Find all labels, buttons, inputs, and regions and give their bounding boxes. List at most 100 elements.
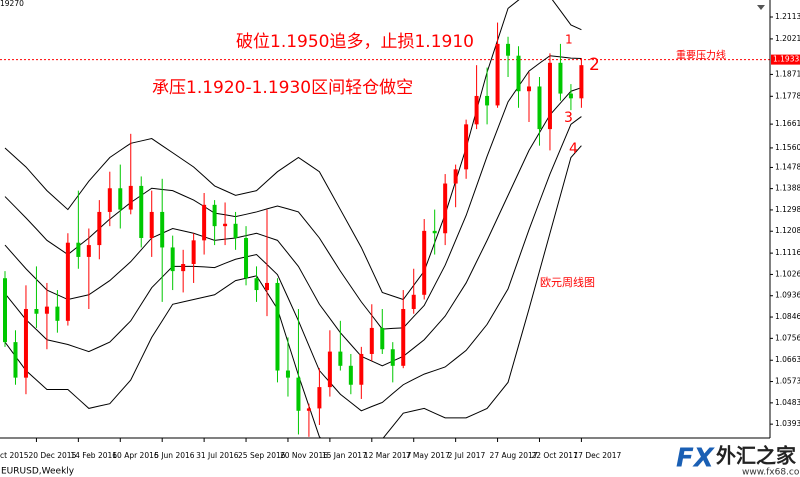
candle-body xyxy=(23,308,28,378)
x-tick-label: 5 Jun 2016 xyxy=(154,451,195,460)
candle-body xyxy=(296,377,301,411)
candle-body xyxy=(202,204,207,241)
watermark: FX 外汇之家 www.fx68.com xyxy=(674,440,800,477)
candle-body xyxy=(453,169,458,184)
candle-body xyxy=(485,95,490,106)
y-tick-label: 1.15605 xyxy=(775,143,800,152)
candle-body xyxy=(369,327,374,354)
chart-shift-icon xyxy=(757,5,765,10)
corner-label: 19270 xyxy=(0,0,24,8)
x-tick-label: 12 Mar 2017 xyxy=(364,451,412,460)
candle-body xyxy=(55,306,60,321)
candle-body xyxy=(149,211,154,238)
candle-body xyxy=(76,242,81,257)
band-label: 3 xyxy=(564,110,573,126)
candle-body xyxy=(506,43,511,56)
candle-body xyxy=(139,185,144,238)
candle-body xyxy=(3,278,7,343)
band-label: 4 xyxy=(569,141,578,157)
y-tick-label: 1.07560 xyxy=(775,333,800,342)
candle-body xyxy=(401,308,406,366)
x-tick-label: 14 Feb 2016 xyxy=(70,451,117,460)
band-label: 1 xyxy=(565,33,573,47)
resistance-label: 重要压力线 xyxy=(676,49,726,62)
x-tick-label: 7 May 2017 xyxy=(406,451,450,460)
x-tick-label: 20 Nov 2016 xyxy=(280,451,328,460)
candle-body xyxy=(118,188,123,210)
symbol-label: EURUSD,Weekly xyxy=(1,467,75,477)
x-tick-label: 2 Jul 2017 xyxy=(448,451,486,460)
y-tick-label: 1.11160 xyxy=(775,248,800,257)
candle-body xyxy=(579,65,584,99)
price-label-box xyxy=(771,54,800,65)
candle-body xyxy=(44,306,49,314)
candle-body xyxy=(128,185,133,210)
x-tick-label: 15 Jan 2017 xyxy=(322,451,367,460)
y-tick-label: 1.08460 xyxy=(775,312,800,321)
annotation: 承压1.1920-1.1930区间轻仓做空 xyxy=(152,78,413,98)
x-tick-label: ct 2015 xyxy=(0,451,29,460)
candle-body xyxy=(275,282,280,371)
y-tick-label: 1.10260 xyxy=(775,269,800,278)
band-label: 2 xyxy=(589,55,600,75)
x-tick-label: 27 Aug 2017 xyxy=(490,451,538,460)
y-tick-label: 1.13885 xyxy=(775,184,800,193)
candle-body xyxy=(107,188,112,212)
x-tick-label: 22 Oct 2017 xyxy=(531,451,578,460)
candle-body xyxy=(181,264,186,272)
band-line xyxy=(4,87,582,367)
candle-body xyxy=(244,237,249,279)
band-line xyxy=(4,0,582,301)
candle-body xyxy=(191,240,196,265)
y-tick-label: 1.20210 xyxy=(775,34,800,43)
resistance-price: 1.19335 xyxy=(773,55,800,64)
y-tick-label: 1.06635 xyxy=(775,355,800,364)
band-line xyxy=(4,116,582,412)
candle-body xyxy=(432,230,437,234)
x-tick-label: 31 Jul 2016 xyxy=(196,451,239,460)
candle-body xyxy=(464,124,469,170)
candle-body xyxy=(443,183,448,234)
candle-body xyxy=(65,242,70,321)
candle-body xyxy=(568,93,573,99)
candle-body xyxy=(254,278,259,291)
candle-body xyxy=(338,351,343,366)
candle-body xyxy=(348,365,353,385)
candle-body xyxy=(390,349,395,366)
candle-body xyxy=(516,55,521,92)
candle-body xyxy=(317,387,322,409)
y-tick-label: 1.04835 xyxy=(775,398,800,407)
x-tick-label: 20 Dec 2015 xyxy=(28,451,76,460)
y-tick-label: 1.05735 xyxy=(775,377,800,386)
candle-body xyxy=(547,62,552,130)
y-tick-label: 1.12985 xyxy=(775,205,800,214)
candle-body xyxy=(558,62,563,94)
candle-body xyxy=(97,211,102,246)
y-tick-label: 1.12085 xyxy=(775,226,800,235)
plot-area xyxy=(0,0,770,438)
x-tick-label: 25 Sep 2016 xyxy=(238,451,286,460)
candle-body xyxy=(233,223,238,238)
candle-body xyxy=(411,294,416,309)
candle-body xyxy=(422,230,427,295)
candle-body xyxy=(170,247,175,272)
y-tick-label: 1.09360 xyxy=(775,291,800,300)
candle-body xyxy=(527,86,531,92)
candle-body xyxy=(265,282,269,291)
y-tick-label: 1.17785 xyxy=(775,91,800,100)
annotation: 破位1.1950追多，止损1.1910 xyxy=(236,32,474,52)
watermark-name: 外汇之家 xyxy=(716,444,797,468)
y-tick-label: 1.18710 xyxy=(775,69,800,78)
candle-body xyxy=(285,370,290,378)
candle-body xyxy=(13,342,18,378)
candle-body xyxy=(327,351,332,388)
y-tick-label: 1.21135 xyxy=(775,12,800,21)
candle-body xyxy=(86,245,91,257)
candle-body xyxy=(212,204,217,227)
candle-body xyxy=(306,408,311,411)
band-line xyxy=(4,145,582,438)
watermark-brand: FX xyxy=(676,444,716,474)
candle-body xyxy=(34,308,39,314)
